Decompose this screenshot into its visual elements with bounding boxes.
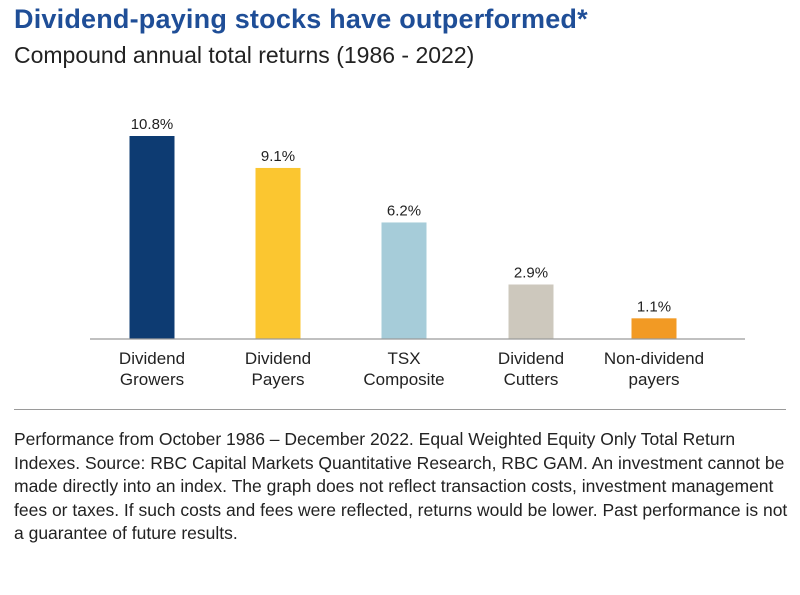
data-label-3: 2.9% [514,264,548,281]
data-label-1: 9.1% [261,148,295,165]
footnote-divider [14,409,786,410]
bar-4 [631,318,677,339]
bar-1 [255,167,301,339]
category-label-0-1: Growers [120,370,184,389]
category-label-1-1: Payers [252,370,305,389]
data-label-4: 1.1% [637,298,671,315]
category-label-0-0: Dividend [119,349,185,368]
data-label-0: 10.8% [131,116,174,133]
bars-layer [129,136,677,339]
category-label-4-1: payers [628,370,679,389]
category-label-2-1: Composite [363,370,444,389]
bar-2 [381,222,427,339]
category-label-4-0: Non-dividend [604,349,704,368]
data-label-2: 6.2% [387,202,421,219]
labels-layer: 10.8% Dividend Growers 9.1% Dividend Payers 6.… [119,116,704,389]
bar-3 [508,284,554,339]
chart-subtitle: Compound annual total returns (1986 - 20… [14,42,475,68]
category-label-3-1: Cutters [504,370,559,389]
footnote-text: Performance from October 1986 – December… [14,429,788,543]
category-label-2-0: TSX [387,349,420,368]
chart-title: Dividend-paying stocks have outperformed… [14,4,588,34]
bar-0 [129,136,175,339]
category-label-3-0: Dividend [498,349,564,368]
category-label-1-0: Dividend [245,349,311,368]
bar-chart: 10.8% Dividend Growers 9.1% Dividend Payers 6.… [90,116,745,389]
